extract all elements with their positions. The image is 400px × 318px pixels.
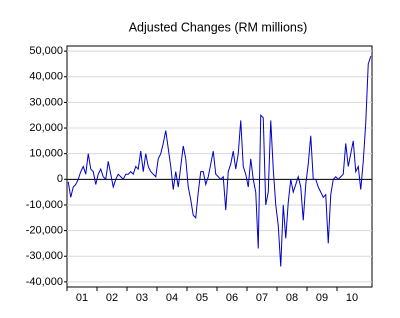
y-tick-label: -20,000 (26, 225, 63, 237)
x-tick-label: 02 (106, 292, 118, 304)
y-tick-label: 50,000 (29, 45, 63, 57)
x-tick-label: 05 (196, 292, 208, 304)
y-tick-label: 30,000 (29, 96, 63, 108)
x-tick-label: 06 (226, 292, 238, 304)
chart-title: Adjusted Changes (RM millions) (129, 20, 308, 34)
y-tick-label: 10,000 (29, 148, 63, 160)
y-tick-label: 40,000 (29, 71, 63, 83)
x-tick-label: 04 (166, 292, 178, 304)
data-line (67, 56, 372, 267)
x-tick-label: 10 (346, 292, 358, 304)
x-tick-label: 07 (256, 292, 268, 304)
plot-frame (66, 45, 373, 288)
y-tick-label: -10,000 (26, 199, 63, 211)
y-tick-label: 0 (57, 173, 63, 185)
x-tick-label: 03 (136, 292, 148, 304)
y-tick-label: -40,000 (26, 276, 63, 288)
y-tick-label: -30,000 (26, 250, 63, 262)
x-tick-label: 08 (286, 292, 298, 304)
y-tick-label: 20,000 (29, 122, 63, 134)
x-tick-label: 09 (316, 292, 328, 304)
x-tick-label: 01 (76, 292, 88, 304)
